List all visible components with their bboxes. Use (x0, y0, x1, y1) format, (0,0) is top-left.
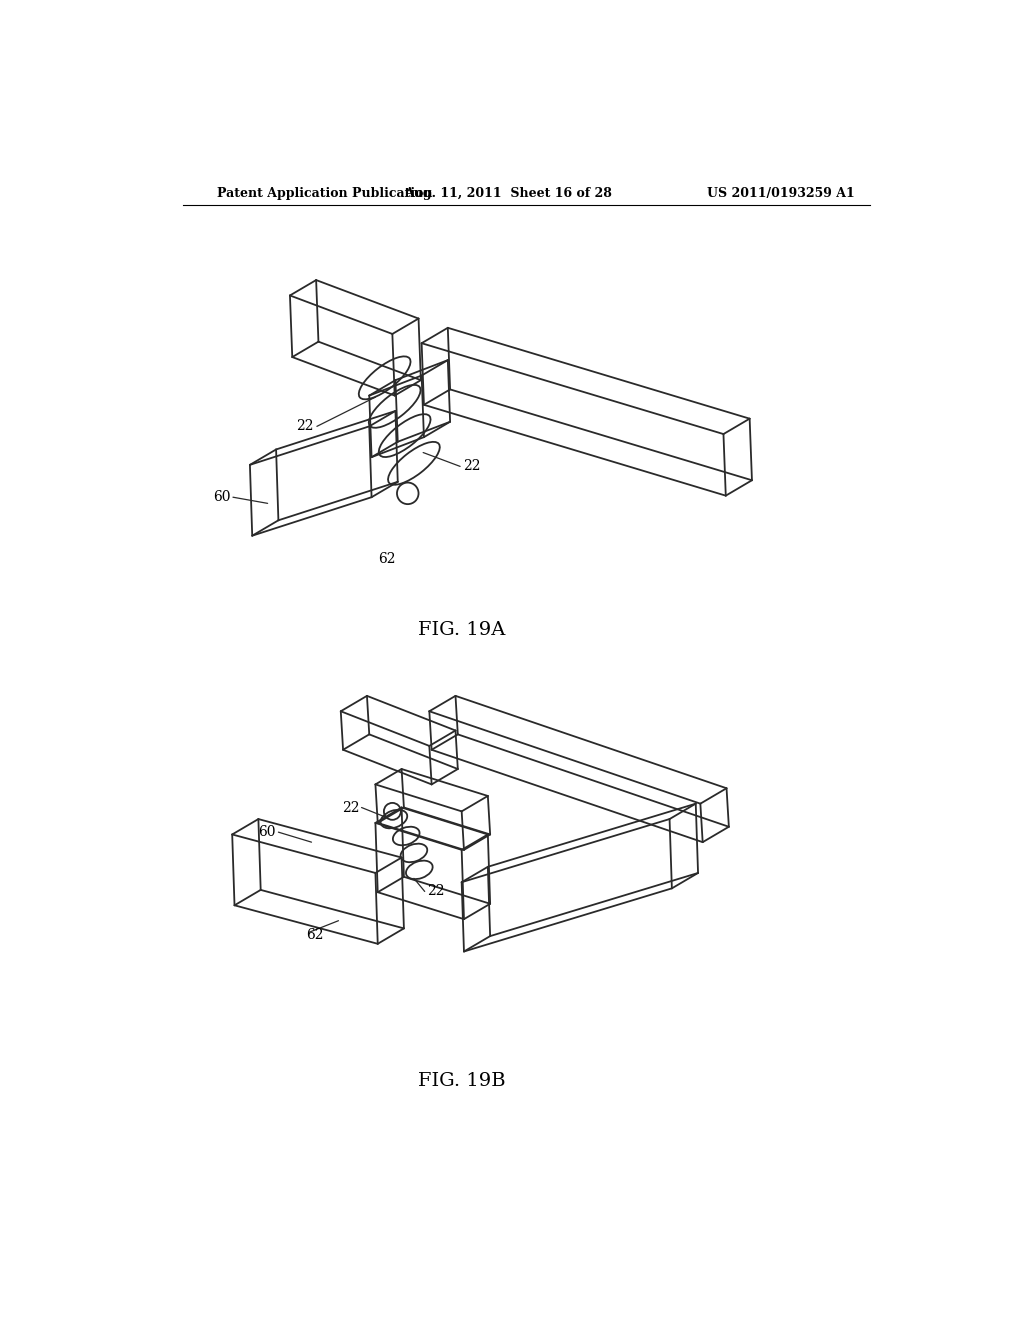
Text: 22: 22 (296, 420, 313, 433)
Text: US 2011/0193259 A1: US 2011/0193259 A1 (707, 186, 854, 199)
Text: 60: 60 (258, 825, 275, 840)
Text: 22: 22 (427, 884, 444, 899)
Text: Patent Application Publication: Patent Application Publication (217, 186, 432, 199)
Text: 22: 22 (463, 459, 480, 474)
Text: Aug. 11, 2011  Sheet 16 of 28: Aug. 11, 2011 Sheet 16 of 28 (403, 186, 611, 199)
Text: 60: 60 (213, 490, 230, 504)
Text: 62: 62 (306, 928, 324, 941)
Text: FIG. 19A: FIG. 19A (418, 620, 506, 639)
Text: 62: 62 (379, 552, 396, 566)
Text: 22: 22 (342, 800, 360, 814)
Text: FIG. 19B: FIG. 19B (418, 1072, 506, 1090)
